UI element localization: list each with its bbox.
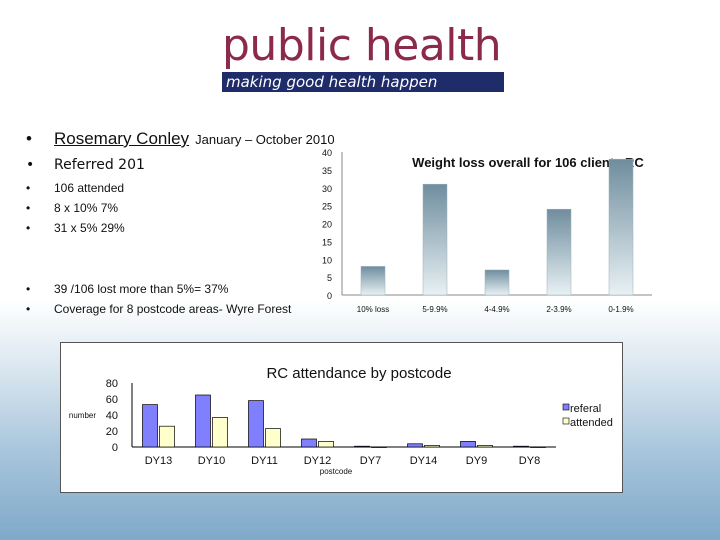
chart2-ytick-label: 80 (106, 378, 118, 390)
chart1-xtick-label: 2-3.9% (546, 305, 571, 314)
chart2-bar-referal (354, 445, 370, 448)
chart2-bar-referal (142, 404, 158, 448)
note-text: Coverage for 8 postcode areas- Wyre Fore… (54, 302, 292, 316)
chart2-bar-referal (301, 438, 317, 448)
bullet-marker: • (26, 129, 32, 148)
chart2-bar-attended (424, 445, 440, 448)
chart1-ytick-label: 5 (327, 273, 332, 283)
chart2-title: RC attendance by postcode (266, 365, 451, 382)
legend-label-referal: referal (570, 403, 601, 415)
chart2-ytick-label: 40 (106, 410, 118, 422)
logo-tagline: making good health happen (226, 73, 438, 91)
chart2-xtick-label: DY11 (251, 455, 278, 467)
chart1-ytick-label: 15 (322, 237, 332, 247)
chart2-bar-referal (513, 445, 529, 448)
chart2-xtick-label: DY8 (519, 455, 540, 467)
chart1-bar (546, 208, 572, 296)
chart2-bar-attended (159, 425, 175, 448)
chart1-bar (422, 183, 448, 296)
chart1-ytick-label: 30 (322, 184, 332, 194)
bullet-marker: • (26, 157, 35, 173)
chart1-xtick-label: 5-9.9% (422, 305, 447, 314)
note-text: 39 /106 lost more than 5%= 37% (54, 282, 229, 296)
legend-swatch-referal (562, 403, 570, 411)
chart2-ytick-label: 0 (112, 442, 118, 454)
chart2-ylabel: number (69, 411, 96, 420)
chart1-xtick-label: 10% loss (357, 305, 389, 314)
logo-tagline-bar (222, 72, 504, 92)
bullet-marker: • (26, 302, 31, 316)
heading-name: Rosemary Conley (54, 129, 190, 148)
chart1-ytick-label: 25 (322, 202, 332, 212)
chart1-bar (608, 158, 634, 296)
chart2-ytick-label: 20 (106, 426, 118, 438)
bullet-marker: • (26, 201, 31, 215)
chart2-bar-attended (530, 446, 546, 448)
chart2-bar-attended (371, 446, 387, 448)
chart1-bar (360, 266, 386, 296)
weight-loss-chart: Weight loss overall for 106 clients RC 0… (322, 148, 652, 314)
chart2-bar-referal (460, 441, 476, 448)
chart2-ytick-label: 60 (106, 394, 118, 406)
chart2-xtick-label: DY9 (466, 455, 487, 467)
chart1-ytick-label: 35 (322, 166, 332, 176)
chart2-xtick-label: DY7 (360, 455, 381, 467)
attendance-chart: RC attendance by postcode number postcod… (60, 342, 623, 493)
chart1-ytick-label: 10 (322, 255, 332, 265)
chart2-xtick-label: DY14 (410, 455, 438, 467)
chart2-xtick-label: DY12 (304, 455, 332, 467)
chart2-xtick-label: DY13 (145, 455, 173, 467)
heading-date: January – October 2010 (195, 132, 335, 147)
chart2-bar-referal (407, 443, 423, 448)
legend-swatch-attended (562, 417, 570, 425)
chart2-bar-attended (477, 445, 493, 448)
referred-text: Referred 201 (54, 157, 145, 173)
chart2-xtick-label: DY10 (198, 455, 226, 467)
bullet-marker: • (26, 181, 31, 195)
legend-label-attended: attended (570, 417, 613, 429)
bullet-marker: • (26, 221, 31, 235)
chart2-bar-referal (195, 394, 211, 448)
chart1-title: Weight loss overall for 106 clients RC (412, 155, 644, 170)
chart1-ytick-label: 40 (322, 148, 332, 158)
stat-text: 106 attended (54, 181, 125, 195)
chart1-xtick-label: 4-4.9% (484, 305, 509, 314)
chart1-xtick-label: 0-1.9% (608, 305, 633, 314)
chart2-bar-attended (212, 417, 228, 448)
chart1-bar (484, 269, 510, 296)
stat-text: 31 x 5% 29% (54, 221, 125, 235)
stat-text: 8 x 10% 7% (54, 201, 119, 215)
chart2-xlabel: postcode (320, 467, 353, 476)
chart2-bar-attended (318, 441, 334, 448)
chart2-bar-attended (265, 428, 281, 448)
chart2-bar-referal (248, 400, 264, 448)
chart1-ytick-label: 0 (327, 291, 332, 301)
chart1-ytick-label: 20 (322, 220, 332, 230)
logo-title: public health (222, 20, 502, 71)
public-health-logo: public health making good health happen (222, 22, 504, 92)
bullet-marker: • (26, 282, 31, 296)
